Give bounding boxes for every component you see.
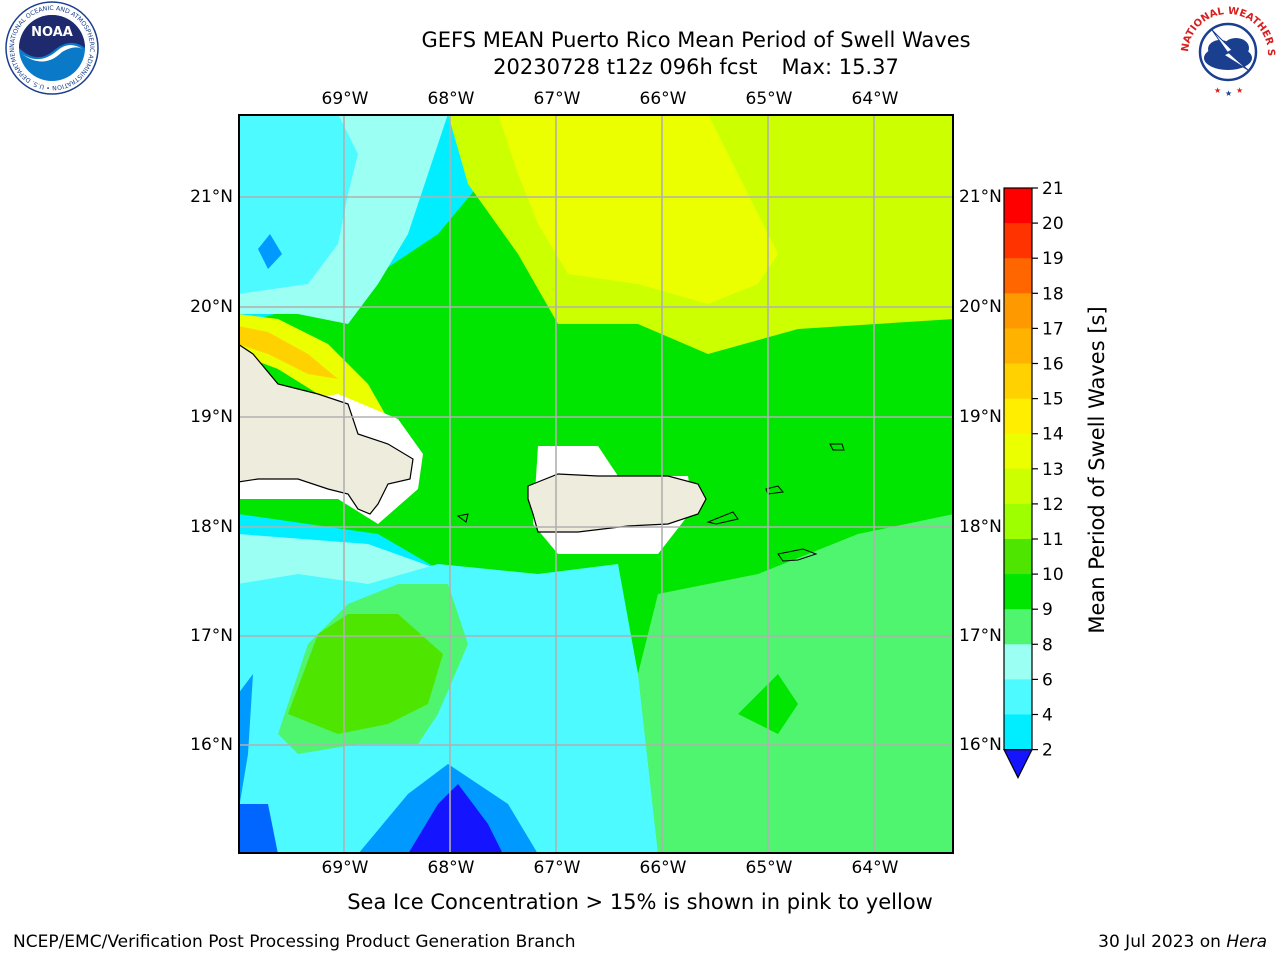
lon-label-top: 67°W [533,89,581,109]
lon-label-bottom: 65°W [745,858,793,878]
lat-label-right: 20°N [959,297,1002,317]
colorbar-tick-label: 11 [1042,530,1064,550]
colorbar-segment [1004,328,1032,364]
colorbar-tick-label: 17 [1042,319,1064,339]
swell-contour-orange-nw [238,326,338,379]
colorbar-segment [1004,574,1032,610]
swell-contour-green2-sw [288,614,443,734]
lon-label-top: 68°W [427,89,475,109]
sea-ice-note: Sea Ice Concentration > 15% is shown in … [347,890,933,914]
lon-label-bottom: 66°W [639,858,687,878]
noaa-logo-text: NOAA [31,25,73,40]
colorbar-tick-label: 9 [1042,600,1053,620]
svg-text:★: ★ [1225,89,1232,98]
lat-label-left: 20°N [190,297,233,317]
colorbar-segment [1004,609,1032,645]
lon-label-top: 64°W [851,89,899,109]
swell-contour-darkblue-s [408,784,503,854]
island-outline [456,513,469,523]
graticule [238,114,954,854]
colorbar-tick-label: 14 [1042,425,1064,445]
forecast-date: 20230728 t12z 096h fcst [493,55,758,79]
colorbar-tick-label: 21 [1042,179,1064,199]
island-outline [829,443,845,451]
colorbar-tick-label: 2 [1042,741,1053,761]
colorbar: 21 20 19 18 17 16 15 14 13 12 11 10 9 8 6 4 2 [1003,179,1064,779]
colorbar-tick-label: 18 [1042,284,1064,304]
colorbar-title: Mean Period of Swell Waves [s] [1085,306,1109,634]
lon-label-top: 65°W [745,89,793,109]
colorbar-segment [1004,714,1032,751]
hispaniola-land [238,343,414,515]
colorbar-tick-label: 8 [1042,635,1053,655]
colorbar-segment [1004,468,1032,505]
lat-label-right: 18°N [959,517,1002,537]
island-outline [777,548,818,562]
max-value: Max: 15.37 [781,55,899,79]
colorbar-tick-label: 13 [1042,460,1064,480]
colorbar-tick-label: 12 [1042,495,1064,515]
nws-logo: NATIONAL WEATHER SERVICE ★ ★ ★ [1176,0,1276,98]
lat-label-left: 19°N [190,407,233,427]
lat-label-right: 17°N [959,626,1002,646]
swell-contour-blue-corner [238,804,278,854]
colorbar-segment [1004,644,1032,680]
swell-contour-yellow [498,114,778,304]
colorbar-tick-label: 4 [1042,706,1053,726]
colorbar-extend-triangle [1003,748,1033,779]
colorbar-segment [1004,258,1032,294]
lat-label-right: 19°N [959,407,1002,427]
colorbar-tick-label: 19 [1042,249,1064,269]
swell-contour-lightgreen-e [638,514,954,854]
footer-branch: NCEP/EMC/Verification Post Processing Pr… [13,932,576,952]
lon-label-bottom: 64°W [851,858,899,878]
lon-label-bottom: 67°W [533,858,581,878]
colorbar-tick-label: 20 [1042,214,1064,234]
footer-date: 30 Jul 2023 on Hera [1098,932,1267,952]
map-title: GEFS MEAN Puerto Rico Mean Period of Swe… [421,28,971,52]
lon-label-top: 69°W [321,89,369,109]
colorbar-segment [1004,539,1032,575]
colorbar-segment [1004,363,1032,400]
colorbar-segment [1004,293,1032,329]
lat-label-left: 18°N [190,517,233,537]
svg-text:★: ★ [1236,86,1243,95]
map-frame [238,114,954,854]
colorbar-segment [1004,398,1032,435]
colorbar-segment [1004,433,1032,470]
colorbar-tick-label: 16 [1042,355,1064,375]
map-subtitle: 20230728 t12z 096h fcst Max: 15.37 [246,54,1146,81]
lon-label-bottom: 69°W [321,858,369,878]
lat-label-right: 21°N [959,187,1002,207]
island-outline [706,511,739,525]
lon-label-bottom: 68°W [427,858,475,878]
colorbar-segment [1004,223,1032,259]
colorbar-tick-label: 15 [1042,390,1064,410]
lat-label-left: 16°N [190,735,233,755]
footer-date-text: 30 Jul 2023 on [1098,932,1227,952]
lon-label-top: 66°W [639,89,687,109]
colorbar-segment [1004,679,1032,715]
lat-label-right: 16°N [959,735,1002,755]
swell-period-map [238,114,954,854]
lat-label-left: 21°N [190,187,233,207]
noaa-logo: NATIONAL OCEANIC AND ATMOSPHERIC ADMINIS… [0,0,99,95]
footer-host: Hera [1226,932,1267,952]
swell-contour-blue-sw [238,674,253,814]
colorbar-segment [1004,503,1032,540]
colorbar-tick-label: 10 [1042,565,1064,585]
colorbar-segment [1004,188,1032,224]
lat-label-left: 17°N [190,626,233,646]
colorbar-tick-label: 6 [1042,670,1053,690]
swell-contour-blue-spot [258,234,282,269]
svg-text:★: ★ [1214,86,1221,95]
